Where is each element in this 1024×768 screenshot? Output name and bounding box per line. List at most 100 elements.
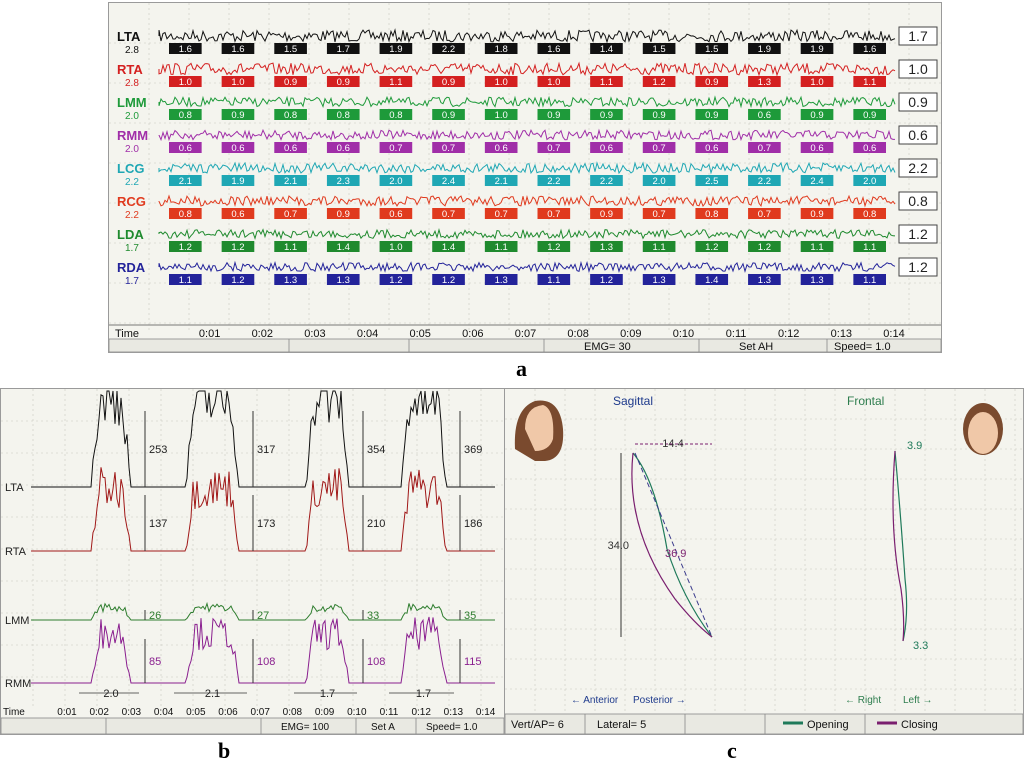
value-label: 2.1 — [495, 176, 508, 187]
value-label: 1.0 — [231, 77, 244, 88]
channel-scale: 2.8 — [125, 78, 139, 89]
channel-average-box — [898, 92, 938, 112]
time-tick: 0:12 — [778, 328, 799, 340]
value-label: 1.5 — [705, 44, 718, 55]
value-label: 0.7 — [389, 143, 402, 154]
interval-value: 1.7 — [320, 688, 335, 700]
value-block — [642, 109, 676, 120]
status-bar — [109, 338, 941, 352]
value-label: 0.7 — [758, 143, 771, 154]
value-block — [748, 274, 781, 285]
value-label: 2.1 — [179, 176, 192, 187]
value-label: 0.7 — [547, 143, 560, 154]
interval-value: 2.1 — [205, 688, 220, 700]
value-block — [484, 109, 518, 120]
value-label: 1.1 — [547, 275, 560, 286]
channel-label: RMM — [117, 128, 148, 143]
value-label: 2.0 — [652, 176, 665, 187]
value-label: 0.9 — [705, 110, 718, 121]
time-tick: 0:06 — [218, 707, 238, 718]
value-label: 0.9 — [600, 110, 613, 121]
value-block — [379, 241, 413, 252]
value-label: 2.5 — [705, 176, 718, 187]
value-label: 2.2 — [442, 44, 455, 55]
value-block — [432, 208, 465, 219]
caption-a: a — [516, 356, 527, 381]
emg-trace-rta — [158, 61, 896, 77]
peak-value: 137 — [149, 518, 167, 530]
channel-label: RMM — [5, 678, 31, 690]
value-block — [642, 142, 676, 153]
time-tick: 0:09 — [315, 707, 335, 718]
value-block — [853, 142, 886, 153]
channel-average: 1.0 — [908, 61, 928, 77]
value-label: 1.2 — [758, 242, 771, 253]
time-tick: 0:07 — [250, 707, 270, 718]
peak-value: 253 — [149, 444, 167, 456]
value-block — [853, 109, 886, 120]
value-label: 0.7 — [284, 209, 297, 220]
value-label: 0.9 — [863, 110, 876, 121]
value-label: 0.9 — [547, 110, 560, 121]
value-label: 1.2 — [705, 242, 718, 253]
value-block — [537, 142, 571, 153]
status-speed: Speed= 1.0 — [426, 722, 478, 733]
value-block — [748, 142, 781, 153]
value-label: 0.6 — [705, 143, 718, 154]
value-block — [484, 241, 518, 252]
value-label: 1.3 — [758, 77, 771, 88]
time-tick: 0:06 — [462, 328, 483, 340]
value-label: 0.7 — [495, 209, 508, 220]
value-block — [432, 241, 465, 252]
value-label: 1.4 — [600, 44, 613, 55]
value-block — [800, 43, 834, 54]
channel-scale: 1.7 — [125, 243, 139, 254]
value-label: 1.1 — [284, 242, 297, 253]
value-block — [800, 274, 834, 285]
value-label: 1.0 — [810, 77, 823, 88]
right-label: ← Right — [845, 695, 881, 706]
value-label: 1.1 — [600, 77, 613, 88]
emg-trace-lda — [158, 228, 896, 240]
caption-b: b — [218, 738, 231, 763]
time-tick: 0:02 — [89, 707, 109, 718]
channel-scale: 2.0 — [125, 111, 139, 122]
peak-value: 85 — [149, 656, 161, 668]
channel-average-box — [898, 191, 938, 211]
time-tick: 0:01 — [199, 328, 220, 340]
value-label: 1.1 — [389, 77, 402, 88]
value-block — [274, 43, 307, 54]
panel-b-emg-traces: LTA 253 317 354 369 RTA 137 173 210 186 LMM 26 27 33 3… — [0, 388, 505, 735]
value-block — [800, 109, 834, 120]
time-tick: 0:04 — [357, 328, 378, 340]
value-block — [169, 43, 202, 54]
value-block — [590, 43, 623, 54]
value-label: 0.9 — [810, 209, 823, 220]
value-block — [800, 142, 834, 153]
time-tick: 0:05 — [410, 328, 431, 340]
value-block — [326, 274, 360, 285]
time-tick: 0:08 — [283, 707, 303, 718]
value-block — [379, 43, 413, 54]
value-block — [379, 274, 413, 285]
value-label: 1.4 — [337, 242, 350, 253]
value-label: 2.3 — [337, 176, 350, 187]
value-block — [537, 109, 571, 120]
trace-lmm — [31, 601, 495, 621]
channel-average-box — [898, 26, 938, 46]
value-label: 0.9 — [337, 209, 350, 220]
value-label: 1.3 — [758, 275, 771, 286]
value-block — [800, 175, 834, 186]
value-block — [379, 109, 413, 120]
value-block — [590, 109, 623, 120]
value-label: 1.2 — [547, 242, 560, 253]
value-block — [221, 274, 255, 285]
frontal-opening-path — [894, 450, 908, 642]
value-block — [326, 208, 360, 219]
channel-average: 1.2 — [908, 226, 928, 242]
value-block — [221, 43, 255, 54]
value-block — [853, 241, 886, 252]
value-label: 2.0 — [389, 176, 402, 187]
sagittal-chord — [634, 452, 713, 638]
